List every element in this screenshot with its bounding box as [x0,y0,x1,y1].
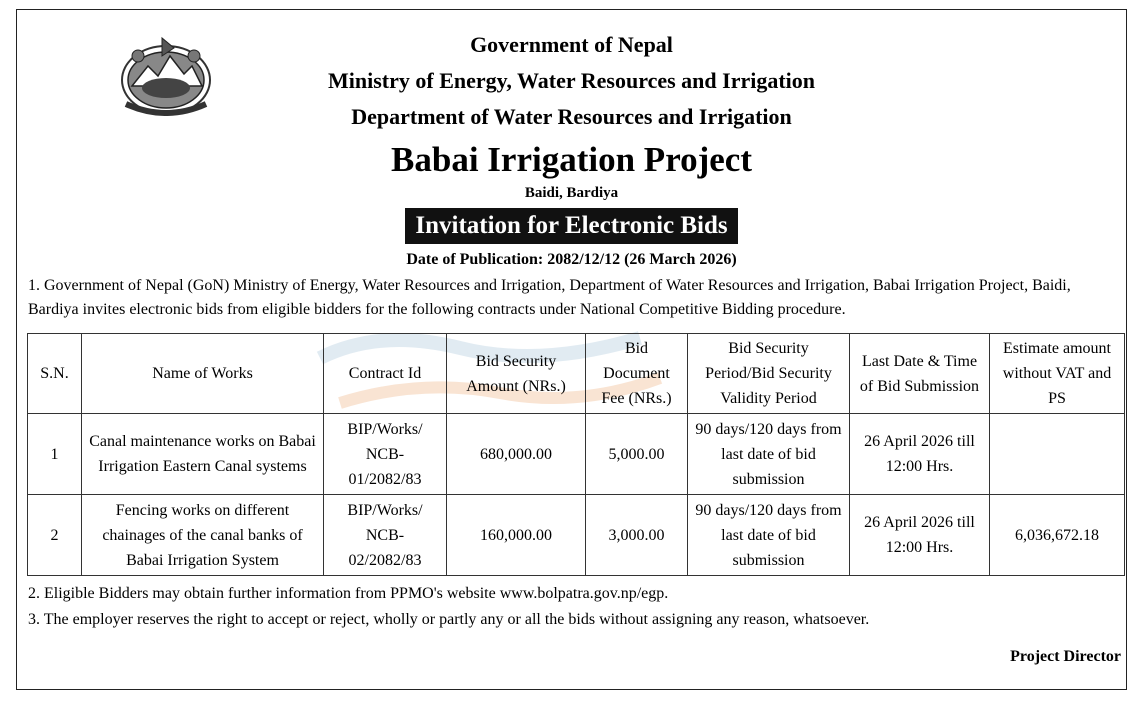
header-period: Bid Security Period/Bid Security Validit… [687,333,850,414]
header-security: Bid Security Amount (NRs.) [446,333,586,414]
bids-table: S.N. Name of Works Contract Id Bid Secur… [27,333,1125,576]
table-row: 2 Fencing works on different chainages o… [27,494,1125,576]
header-fee: Bid Document Fee (NRs.) [585,333,688,414]
cell-contract: BIP/Works/ NCB- 01/2082/83 [323,413,447,495]
cell-name: Fencing works on different chainages of … [81,494,324,576]
cell-sn: 2 [27,494,82,576]
project-location: Baidi, Bardiya [524,185,619,201]
cell-security: 160,000.00 [446,494,586,576]
cell-estimate: 6,036,672.18 [989,494,1125,576]
cell-estimate [989,413,1125,495]
department-heading: Department of Water Resources and Irriga… [351,104,792,129]
header-contract: Contract Id [323,333,447,414]
banner-wrap: Invitation for Electronic Bids [0,208,1143,244]
cell-name: Canal maintenance works on Babai Irrigat… [81,413,324,495]
cell-fee: 3,000.00 [585,494,688,576]
project-title: Babai Irrigation Project [391,140,752,179]
header-estimate: Estimate amount without VAT and PS [989,333,1125,414]
nepal-emblem-icon [121,36,211,116]
cell-period: 90 days/120 days from last date of bid s… [687,413,850,495]
signature: Project Director [1010,648,1121,665]
invitation-banner: Invitation for Electronic Bids [405,208,738,244]
paragraph-rights: 3. The employer reserves the right to ac… [28,611,870,628]
cell-security: 680,000.00 [446,413,586,495]
table-row: 1 Canal maintenance works on Babai Irrig… [27,413,1125,495]
publication-date: Date of Publication: 2082/12/12 (26 Marc… [406,251,737,268]
cell-period: 90 days/120 days from last date of bid s… [687,494,850,576]
header-deadline: Last Date & Time of Bid Submission [849,333,990,414]
table-header-row: S.N. Name of Works Contract Id Bid Secur… [27,333,1125,414]
cell-deadline: 26 April 2026 till 12:00 Hrs. [849,494,990,576]
paragraph-invitation: 1. Government of Nepal (GoN) Ministry of… [28,277,1071,318]
cell-contract: BIP/Works/ NCB- 02/2082/83 [323,494,447,576]
notice-frame [16,9,1127,690]
ministry-heading: Ministry of Energy, Water Resources and … [327,68,816,93]
header-name: Name of Works [81,333,324,414]
government-heading: Government of Nepal [470,32,673,57]
cell-deadline: 26 April 2026 till 12:00 Hrs. [849,413,990,495]
header-sn: S.N. [27,333,82,414]
cell-fee: 5,000.00 [585,413,688,495]
cell-sn: 1 [27,413,82,495]
paragraph-info: 2. Eligible Bidders may obtain further i… [28,585,669,602]
